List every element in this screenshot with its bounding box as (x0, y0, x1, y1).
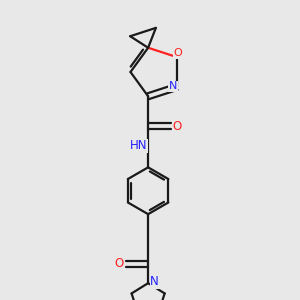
Text: N: N (150, 275, 159, 288)
Text: O: O (172, 120, 182, 133)
Text: N: N (169, 81, 177, 92)
Text: O: O (114, 257, 124, 270)
Text: O: O (174, 48, 182, 59)
Text: HN: HN (130, 139, 148, 152)
